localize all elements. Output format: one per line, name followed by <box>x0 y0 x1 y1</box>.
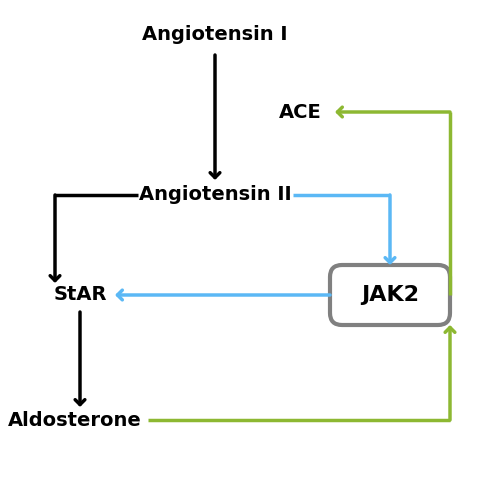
Text: JAK2: JAK2 <box>361 285 419 305</box>
Text: Angiotensin II: Angiotensin II <box>138 185 292 204</box>
Text: StAR: StAR <box>53 285 107 304</box>
FancyBboxPatch shape <box>330 265 450 325</box>
Text: ACE: ACE <box>278 102 322 122</box>
Text: Aldosterone: Aldosterone <box>8 411 142 429</box>
Text: Angiotensin I: Angiotensin I <box>142 26 288 44</box>
